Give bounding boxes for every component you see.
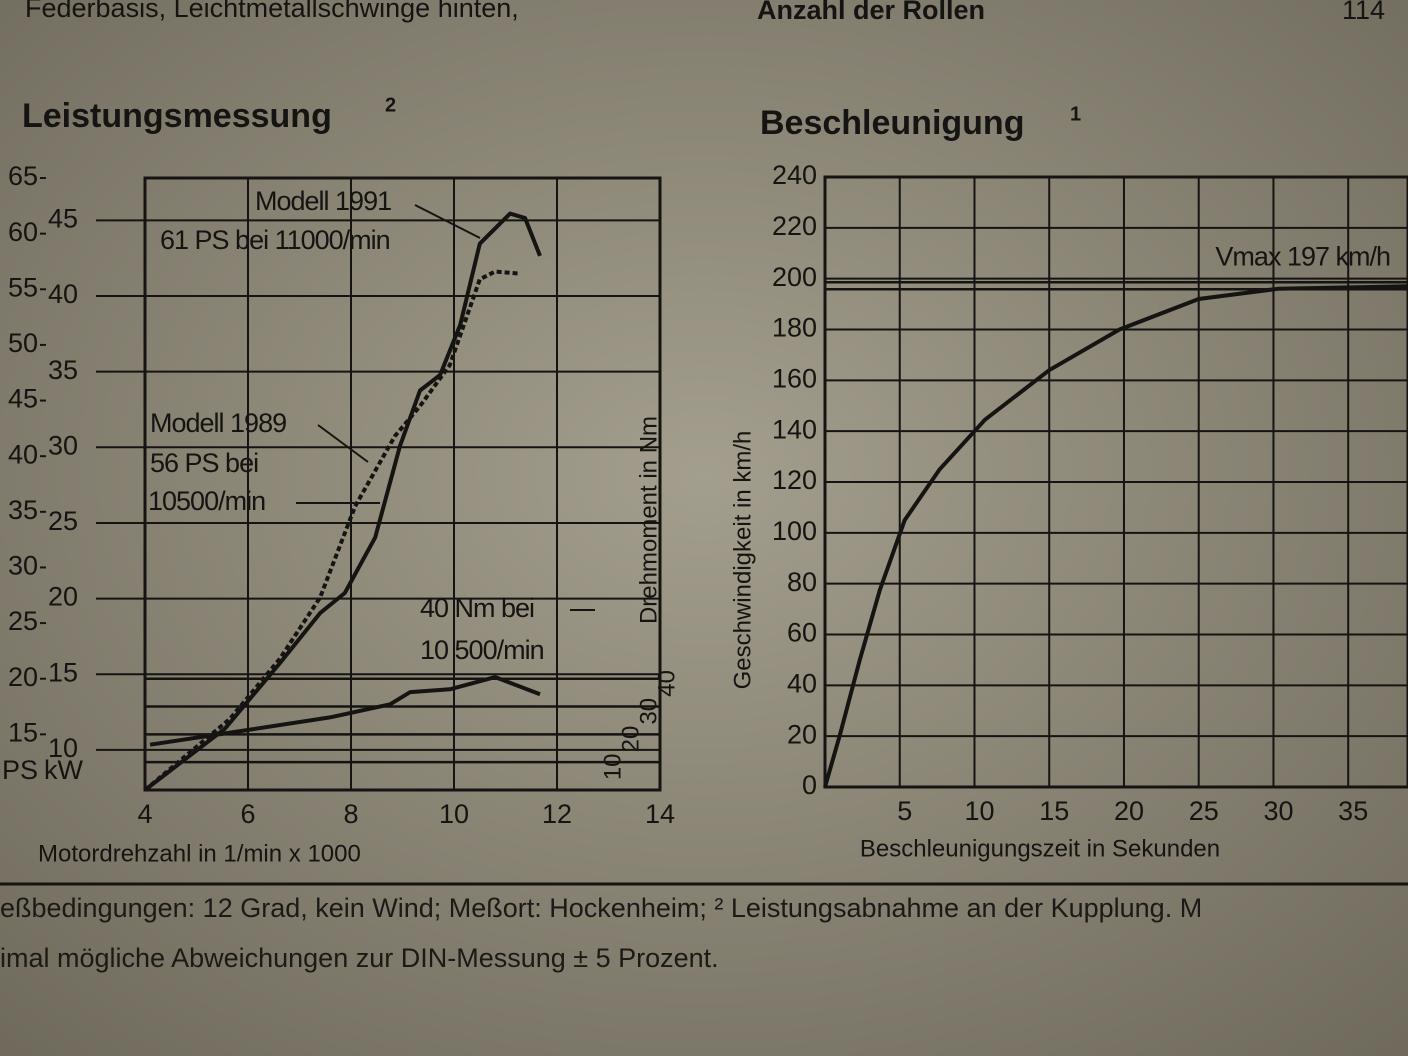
- y-tick-label: 240: [772, 160, 817, 190]
- annotation: 10 500/min: [420, 635, 544, 665]
- y3-tick-label: 30: [635, 698, 662, 725]
- header-text: Federbasis, Leichtmetallschwinge hinten,: [25, 0, 519, 23]
- chart-title: Beschleunigung: [760, 104, 1024, 142]
- series-label: Modell 1989: [150, 408, 286, 438]
- leader-line: [317, 424, 369, 463]
- y2-tick-label: 30: [48, 430, 78, 460]
- annotation: 10500/min: [148, 486, 265, 516]
- x-tick-label: 4: [137, 799, 152, 829]
- y-tick-label: 220: [772, 211, 817, 241]
- series-label: Modell 1991: [255, 186, 391, 216]
- y2-tick-label: 45: [48, 203, 78, 233]
- y-tick-label: 45: [8, 384, 38, 414]
- chart-title: Leistungsmessung: [22, 97, 332, 135]
- y-tick-label: 35: [8, 495, 38, 525]
- x-tick-label: 12: [542, 799, 572, 829]
- x-tick-label: 10: [964, 796, 994, 826]
- y-tick-label: 25: [8, 606, 38, 636]
- y-tick-label: 60: [8, 217, 38, 247]
- header-section: Anzahl der Rollen: [757, 0, 985, 25]
- x-tick-label: 10: [439, 799, 469, 829]
- annotation: 61 PS bei 11000/min: [160, 225, 390, 255]
- y2-tick-label: 25: [48, 506, 78, 536]
- y2-tick-label: 35: [48, 355, 78, 385]
- leader-lines: [296, 204, 595, 611]
- y2-tick-label: 10: [48, 733, 78, 763]
- x-tick-label: 6: [240, 799, 255, 829]
- y-tick-label: 65: [8, 161, 38, 191]
- leader-line: [414, 204, 481, 239]
- y-tick-label: 40: [787, 668, 817, 698]
- y-axis-title: PS: [2, 755, 38, 785]
- y-tick-label: 20: [787, 719, 817, 749]
- series-line: [149, 675, 541, 747]
- x-tick-label: 30: [1263, 796, 1293, 826]
- y3-axis-title: Drehmoment in Nm: [635, 416, 662, 624]
- y-tick-label: 200: [772, 262, 817, 292]
- x-tick-label: 5: [897, 796, 912, 826]
- y2-tick-label: 15: [48, 657, 78, 687]
- x-tick-label: 35: [1338, 796, 1368, 826]
- series-line: [143, 269, 521, 792]
- y2-tick-label: 20: [48, 582, 78, 612]
- y-tick-label: 55: [8, 272, 38, 302]
- y-axis-title: Geschwindigkeit in km/h: [729, 431, 756, 690]
- footnote: imal mögliche Abweichungen zur DIN-Messu…: [0, 943, 719, 973]
- x-axis-title: Beschleunigungszeit in Sekunden: [860, 835, 1220, 862]
- series-line: [823, 284, 1408, 788]
- y3-tick-label: 10: [599, 753, 626, 780]
- x-tick-label: 14: [645, 799, 675, 829]
- y-tick-label: 120: [772, 465, 817, 495]
- y-tick-label: 20: [8, 662, 38, 692]
- x-tick-label: 25: [1189, 796, 1219, 826]
- y-tick-label: 40: [8, 439, 38, 469]
- y-tick-label: 80: [787, 567, 817, 597]
- reference-label: Vmax 197 km/h: [1215, 241, 1390, 271]
- y-tick-label: 0: [802, 770, 817, 800]
- y-tick-label: 160: [772, 363, 817, 393]
- y-tick-label: 60: [787, 618, 817, 648]
- x-tick-label: 8: [343, 799, 358, 829]
- y3-tick-label: 40: [653, 670, 680, 697]
- page-number: 114: [1342, 0, 1385, 25]
- y-tick-label: 100: [772, 516, 817, 546]
- y-tick-label: 180: [772, 313, 817, 343]
- title-note: 1: [1070, 103, 1081, 125]
- y3-tick-label: 20: [617, 726, 644, 753]
- y-tick-label: 50: [8, 328, 38, 358]
- annotation: 56 PS bei: [150, 448, 258, 478]
- x-tick-label: 15: [1039, 796, 1069, 826]
- y-tick-label: 30: [8, 551, 38, 581]
- x-tick-label: 20: [1114, 796, 1144, 826]
- footnote: eßbedingungen: 12 Grad, kein Wind; Meßor…: [0, 893, 1202, 923]
- y2-tick-label: 40: [48, 279, 78, 309]
- x-axis-title: Motordrehzahl in 1/min x 1000: [38, 840, 361, 867]
- y-tick-label: 15: [8, 717, 38, 747]
- series-line: [143, 211, 542, 792]
- title-note: 2: [385, 94, 396, 116]
- y-tick-label: 140: [772, 414, 817, 444]
- y2-axis-title: kW: [44, 755, 84, 785]
